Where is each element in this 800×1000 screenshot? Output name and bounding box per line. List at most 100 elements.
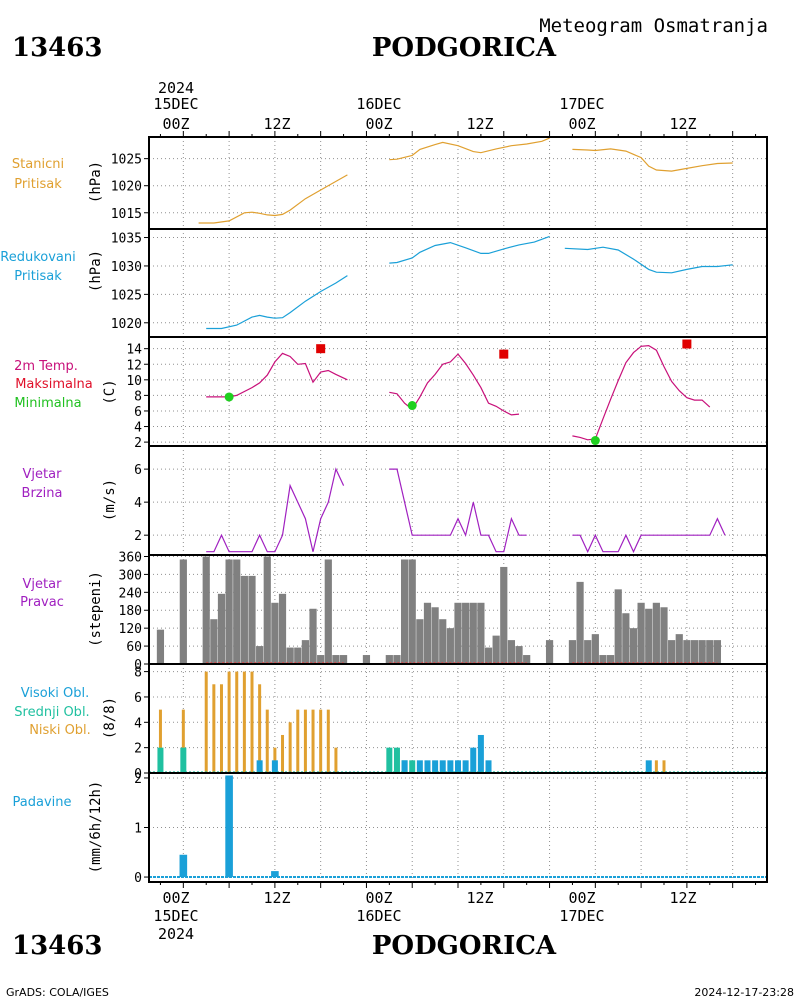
cloud-low-bar <box>296 709 300 773</box>
tmin-label: Minimalna <box>14 396 81 411</box>
wind-direction-bar <box>233 559 241 664</box>
y-tick-label: 4 <box>134 421 142 436</box>
panel-frame <box>148 136 768 230</box>
cloud-low-bar <box>158 709 162 773</box>
tmax-label: Maksimalna <box>15 377 93 392</box>
wind-direction-bar <box>515 646 523 664</box>
wind-direction-bar <box>446 628 454 664</box>
wind-direction-bar <box>568 640 577 664</box>
wind-direction-bar <box>301 640 310 664</box>
wind-direction-bar <box>263 556 271 664</box>
wind-direction-bar <box>584 640 592 664</box>
cloud-low-bar <box>212 684 216 773</box>
top-axis-year: 2024 <box>158 79 194 97</box>
wind-direction-bar <box>416 619 424 664</box>
wind-speed-line <box>206 467 345 553</box>
precip-bar <box>225 775 233 878</box>
cloud-mid-bar <box>393 747 400 773</box>
bottom-axis-hour: 12Z <box>263 889 290 907</box>
y-tick-label: 2 <box>134 436 142 451</box>
wind-direction-bar <box>629 628 638 664</box>
clouds-unit: (8/8) <box>102 697 118 739</box>
y-tick-label: 300 <box>119 568 142 583</box>
wind-direction-bar <box>179 559 187 664</box>
precip-unit: (mm/6h/12h) <box>88 781 104 874</box>
reduced-pressure-unit: (hPa) <box>88 250 104 292</box>
wind-direction-bar <box>317 655 325 664</box>
unit-labels: (hPa) (hPa) (C) (m/s) (stepeni) (8/8) (m… <box>88 161 118 873</box>
bottom-axis-hour: 12Z <box>669 889 696 907</box>
top-axis-hour: 12Z <box>669 115 696 133</box>
wind-direction-bar <box>462 602 470 664</box>
bottom-axis-date: 16DEC <box>356 907 401 925</box>
y-tick-label: 1035 <box>111 232 142 247</box>
cloud-low-bar <box>319 709 323 773</box>
wind-speed-line <box>389 468 527 553</box>
wind-direction-bar <box>683 640 691 664</box>
reduced-pressure-line <box>389 235 550 264</box>
temperature-label: 2m Temp. <box>14 359 78 374</box>
top-axis-date: 17DEC <box>559 95 604 113</box>
cloud-high-bar <box>416 760 423 773</box>
y-tick-label: 360 <box>119 550 142 565</box>
y-tick-label: 6 <box>134 691 142 706</box>
cloud-low-bar <box>281 734 285 773</box>
station-pressure-unit: (hPa) <box>88 161 104 203</box>
tmax-marker <box>316 344 326 354</box>
wind-direction-bar <box>225 559 233 664</box>
wind-direction-bar <box>523 655 531 664</box>
precip-bar <box>271 871 279 878</box>
bottom-axis-hour: 00Z <box>162 889 189 907</box>
wind-direction-bar <box>278 593 287 664</box>
top-axis-date: 15DEC <box>153 95 198 113</box>
y-tick-label: 180 <box>119 604 142 619</box>
bottom-axis-hour: 00Z <box>568 889 595 907</box>
cloud-high-label: Visoki Obl. <box>21 686 89 701</box>
wind-direction-bar <box>294 647 302 664</box>
precip-bar <box>179 854 188 878</box>
bottom-time-axis: 00Z 12Z 00Z 12Z 00Z 12Z 15DEC 16DEC 17DE… <box>153 889 696 943</box>
y-tick-label: 1020 <box>111 180 142 195</box>
wind-direction-bar <box>614 589 622 664</box>
wind-direction-bar <box>324 559 332 664</box>
y-tick-label: 2 <box>134 529 142 544</box>
wind-direction-bar <box>431 607 439 664</box>
y-tick-label: 6 <box>134 405 142 420</box>
y-tick-label: 2 <box>134 772 142 787</box>
y-tick-label: 60 <box>126 640 142 655</box>
cloud-high-bar <box>485 760 492 773</box>
cloud-high-bar <box>401 760 408 773</box>
station-pressure-line <box>389 137 550 161</box>
wind-direction-bar <box>332 655 340 664</box>
reduced-pressure-line <box>206 275 348 330</box>
wind-direction-bar <box>675 634 683 664</box>
wind-direction-bar <box>393 655 401 664</box>
meteogram-subtitle: Meteogram Osmatranja <box>539 15 768 37</box>
cloud-high-bar <box>271 760 278 773</box>
y-tick-label: 1020 <box>111 317 142 332</box>
cloud-mid-bar <box>157 747 164 773</box>
wind-direction-bar <box>645 608 653 664</box>
cloud-high-bar <box>447 760 454 773</box>
wind-direction-bar <box>256 646 264 664</box>
wind-direction-bar <box>668 640 676 664</box>
wind-direction-bar <box>477 602 485 664</box>
y-tick-label: 1015 <box>111 207 142 222</box>
reduced-pressure-line <box>564 246 733 274</box>
station-name-bottom: PODGORICA <box>372 931 557 961</box>
wind-direction-bar <box>217 593 226 664</box>
y-tick-label: 8 <box>134 666 142 681</box>
wind-direction-bar <box>507 640 516 664</box>
wind-speed-label: Brzina <box>22 486 63 501</box>
top-axis-hour: 12Z <box>466 115 493 133</box>
wind-direction-bar <box>500 566 508 664</box>
temperature-unit: (C) <box>102 379 118 404</box>
cloud-high-bar <box>256 760 263 773</box>
y-tick-label: 0 <box>134 767 142 782</box>
station-name-top: PODGORICA <box>372 33 557 63</box>
chart-panels: 1015102010251020102510301035246810121424… <box>111 131 768 888</box>
cloud-high-bar <box>424 760 431 773</box>
bottom-axis-date: 15DEC <box>153 907 198 925</box>
y-tick-label: 10 <box>126 374 142 389</box>
